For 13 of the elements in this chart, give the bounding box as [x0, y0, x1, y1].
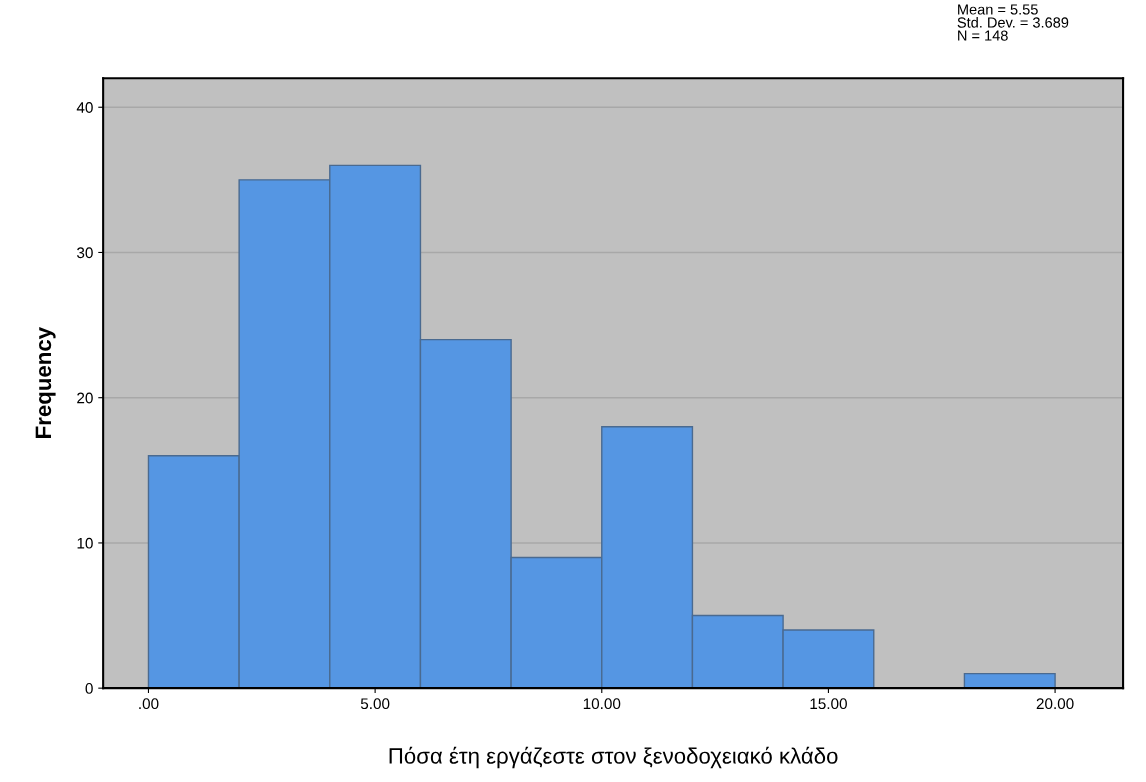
y-axis-title: Frequency [35, 327, 56, 438]
y-tick-label: 40 [76, 102, 93, 113]
y-tick-label: 0 [85, 683, 93, 694]
y-tick-label: 10 [77, 537, 93, 549]
x-tick-label: 15.00 [810, 698, 847, 710]
x-tick-label: 20.00 [1036, 698, 1074, 710]
x-tick-label: 5.00 [360, 698, 390, 710]
x-tick-label: .00 [139, 698, 159, 710]
y-tick-label: 30 [77, 247, 93, 259]
x-tick-label: 10.00 [583, 698, 621, 710]
x-axis-title: Πόσα έτη εργάζεστε στον ξενοδοχειακό κλάδο [389, 746, 838, 769]
text: Mean = 5.55 Std. Dev. = 3.689 N = 148 [957, 4, 1069, 41]
y-tick-label: 20 [77, 392, 93, 404]
